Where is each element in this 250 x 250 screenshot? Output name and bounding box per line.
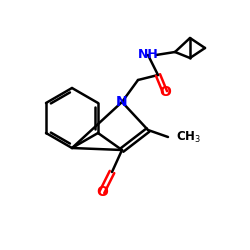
Text: O: O <box>96 185 108 199</box>
Text: O: O <box>159 85 171 99</box>
Text: N: N <box>116 95 128 109</box>
Text: NH: NH <box>138 48 158 62</box>
Text: CH$_3$: CH$_3$ <box>176 130 201 144</box>
